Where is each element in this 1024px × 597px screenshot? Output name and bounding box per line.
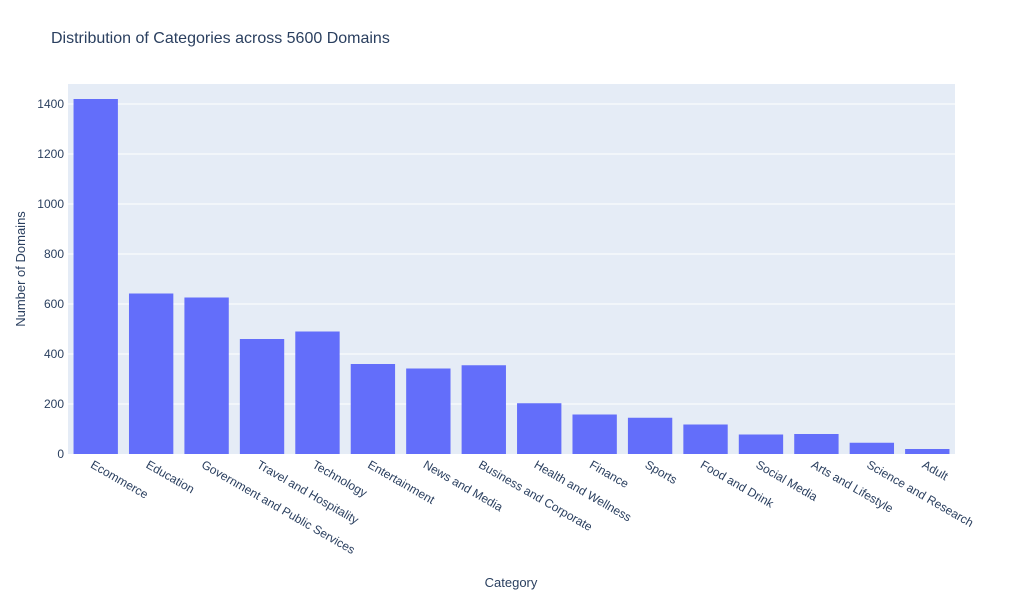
- y-axis-title: Number of Domains: [13, 211, 28, 327]
- bar: [128, 293, 174, 454]
- bar: [73, 99, 118, 454]
- y-tick-label: 200: [44, 397, 64, 411]
- bar: [406, 368, 451, 454]
- bar: [572, 414, 617, 454]
- y-tick-label: 1400: [37, 97, 64, 111]
- x-tick-label: Ecommerce: [88, 457, 151, 501]
- x-tick-label: Sports: [643, 457, 680, 486]
- y-tick-label: 800: [44, 247, 64, 261]
- bars: [73, 99, 950, 454]
- bar: [350, 364, 396, 454]
- bar: [738, 434, 784, 454]
- y-tick-label: 0: [57, 447, 64, 461]
- x-tick-label: Education: [144, 457, 197, 496]
- x-tick-label: Finance: [587, 457, 631, 491]
- y-tick-label: 1000: [37, 197, 64, 211]
- bar: [517, 403, 562, 454]
- chart-title: Distribution of Categories across 5600 D…: [51, 30, 390, 47]
- bar: [849, 442, 895, 454]
- y-tick-label: 1200: [37, 147, 64, 161]
- bar: [683, 424, 728, 454]
- y-tick-label: 400: [44, 347, 64, 361]
- bar: [905, 449, 950, 454]
- bar: [239, 339, 285, 454]
- y-tick-label: 600: [44, 297, 64, 311]
- y-axis-ticks: 0 200 400 600 800 1000 1200 1400: [37, 97, 64, 461]
- x-axis-title: Category: [485, 575, 538, 590]
- bar: [461, 365, 506, 454]
- bar: [184, 297, 229, 454]
- x-tick-label: Adult: [920, 457, 951, 483]
- bar: [627, 417, 673, 454]
- bar: [794, 434, 839, 454]
- bar: [295, 331, 340, 454]
